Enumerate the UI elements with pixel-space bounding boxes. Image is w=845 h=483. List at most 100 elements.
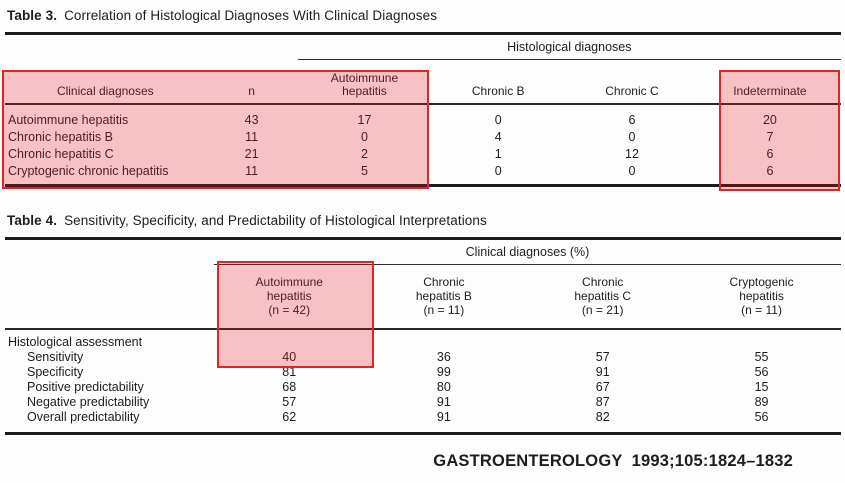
header-line: (n = 42) bbox=[268, 303, 311, 318]
header-line: Chronic bbox=[423, 275, 465, 290]
cell: 2 bbox=[360, 146, 368, 161]
table-row: Chronic hepatitis B 11 0 4 0 7 bbox=[5, 129, 841, 146]
row-label: Negative predictability bbox=[27, 394, 150, 409]
table-row: Chronic hepatitis C 21 2 1 12 6 bbox=[5, 146, 841, 163]
cell: 43 bbox=[244, 112, 259, 127]
row-label: Positive predictability bbox=[27, 379, 144, 394]
table-row: Sensitivity 40 36 57 55 bbox=[5, 350, 841, 365]
table-row: Positive predictability 68 80 67 15 bbox=[5, 380, 841, 395]
citation-numbers: 1993;105:1824–1832 bbox=[631, 452, 793, 470]
table3-title: Table 3. Correlation of Histological Diag… bbox=[5, 0, 841, 23]
table4-label: Table 4. bbox=[7, 213, 58, 228]
col-header-indeterminate: Indeterminate bbox=[698, 59, 841, 105]
row-label: Cryptogenic chronic hepatitis bbox=[8, 163, 169, 178]
table3-label: Table 3. bbox=[7, 8, 58, 23]
section-label: Histological assessment bbox=[8, 334, 143, 349]
cell: 20 bbox=[762, 112, 777, 127]
table4-section: Table 4. Sensitivity, Specificity, and Pr… bbox=[5, 208, 841, 435]
table3-header-row: Clinical diagnoses n Autoimmune hepatiti… bbox=[5, 59, 841, 105]
col-header-cryptogenic-hepatitis: Cryptogenic hepatitis (n = 11) bbox=[682, 264, 841, 330]
header-line: hepatitis C bbox=[574, 289, 632, 304]
table4-spanner-header: Clinical diagnoses (%) bbox=[214, 238, 841, 265]
cell: 87 bbox=[595, 394, 610, 409]
cell: 91 bbox=[436, 409, 451, 424]
row-label: Chronic hepatitis B bbox=[8, 129, 113, 144]
col-header-n: n bbox=[205, 59, 298, 105]
header-line: (n = 11) bbox=[741, 303, 782, 318]
journal-citation: GASTROENTEROLOGY 1993;105:1824–1832 bbox=[433, 452, 793, 471]
cell: 1 bbox=[494, 146, 502, 161]
cell: 4 bbox=[494, 129, 502, 144]
col-header-chronic-b: Chronic B bbox=[431, 59, 566, 105]
cell: 56 bbox=[754, 409, 769, 424]
cell: 80 bbox=[436, 379, 451, 394]
cell: 68 bbox=[282, 379, 297, 394]
cell: 82 bbox=[595, 409, 610, 424]
col-header-chronic-hepatitis-b: Chronic hepatitis B (n = 11) bbox=[364, 264, 524, 330]
cell: 62 bbox=[282, 409, 297, 424]
cell: 0 bbox=[494, 163, 502, 178]
cell: 81 bbox=[282, 364, 297, 379]
cell: 40 bbox=[282, 349, 297, 364]
cell: 17 bbox=[357, 112, 372, 127]
cell: 0 bbox=[628, 129, 636, 144]
row-label: Chronic hepatitis C bbox=[8, 146, 114, 161]
col-header-empty bbox=[5, 264, 214, 330]
row-label: Specificity bbox=[27, 364, 84, 379]
header-line: (n = 21) bbox=[581, 303, 624, 318]
table3: Histological diagnoses Clinical diagnose… bbox=[5, 32, 841, 187]
col-header-chronic-c: Chronic C bbox=[565, 59, 699, 105]
cell: 57 bbox=[595, 349, 610, 364]
cell: 36 bbox=[436, 349, 451, 364]
table4: Clinical diagnoses (%) Autoimmune hepati… bbox=[5, 237, 841, 435]
cell: 11 bbox=[245, 129, 259, 144]
table4-title: Table 4. Sensitivity, Specificity, and Pr… bbox=[5, 208, 841, 228]
col-header-autoimmune-hepatitis: Autoimmune hepatitis bbox=[297, 59, 432, 105]
col-header-chronic-hepatitis-c: Chronic hepatitis C (n = 21) bbox=[523, 264, 683, 330]
journal-name: GASTROENTEROLOGY bbox=[433, 452, 623, 470]
header-line: hepatitis bbox=[266, 289, 312, 304]
section-row: Histological assessment bbox=[5, 329, 841, 350]
table-row: Specificity 81 99 91 56 bbox=[5, 365, 841, 380]
cell: 6 bbox=[766, 163, 774, 178]
cell: 0 bbox=[494, 112, 502, 127]
header-line: hepatitis bbox=[739, 289, 784, 304]
header-line: (n = 11) bbox=[423, 303, 465, 318]
cell: 15 bbox=[754, 379, 769, 394]
cell: 91 bbox=[436, 394, 451, 409]
col-header-autoimmune-hepatitis: Autoimmune hepatitis (n = 42) bbox=[214, 264, 365, 330]
table-row: Overall predictability 62 91 82 56 bbox=[5, 410, 841, 434]
cell: 91 bbox=[595, 364, 610, 379]
col-header-clinical-diagnoses: Clinical diagnoses bbox=[5, 59, 206, 105]
cell: 55 bbox=[754, 349, 769, 364]
header-line: Chronic bbox=[582, 275, 624, 290]
cell: 6 bbox=[766, 146, 774, 161]
cell: 21 bbox=[244, 146, 259, 161]
cell: 11 bbox=[245, 163, 259, 178]
header-line: Autoimmune bbox=[330, 70, 399, 85]
cell: 67 bbox=[595, 379, 610, 394]
table-row: Negative predictability 57 91 87 89 bbox=[5, 395, 841, 410]
table3-spanner-row: Histological diagnoses bbox=[5, 33, 841, 60]
table4-header-row: Autoimmune hepatitis (n = 42) Chronic he… bbox=[5, 264, 841, 330]
table-row: Cryptogenic chronic hepatitis 11 5 0 0 6 bbox=[5, 163, 841, 186]
row-label: Sensitivity bbox=[27, 349, 84, 364]
header-line: hepatitis bbox=[342, 83, 387, 98]
table4-caption: Sensitivity, Specificity, and Predictabi… bbox=[64, 213, 487, 228]
cell: 0 bbox=[360, 129, 368, 144]
header-line: Cryptogenic bbox=[729, 275, 794, 290]
cell: 99 bbox=[436, 364, 451, 379]
header-line: Autoimmune bbox=[255, 275, 323, 290]
row-label: Overall predictability bbox=[27, 409, 140, 424]
cell: 56 bbox=[754, 364, 769, 379]
cell: 12 bbox=[625, 146, 639, 161]
table3-spanner-header: Histological diagnoses bbox=[297, 33, 841, 60]
cell: 89 bbox=[754, 394, 769, 409]
cell: 7 bbox=[766, 129, 774, 144]
header-line: hepatitis B bbox=[415, 289, 472, 304]
table3-caption: Correlation of Histological Diagnoses Wi… bbox=[64, 8, 438, 23]
table3-section: Table 3. Correlation of Histological Diag… bbox=[5, 0, 841, 187]
cell: 57 bbox=[282, 394, 297, 409]
cell: 6 bbox=[628, 112, 636, 127]
